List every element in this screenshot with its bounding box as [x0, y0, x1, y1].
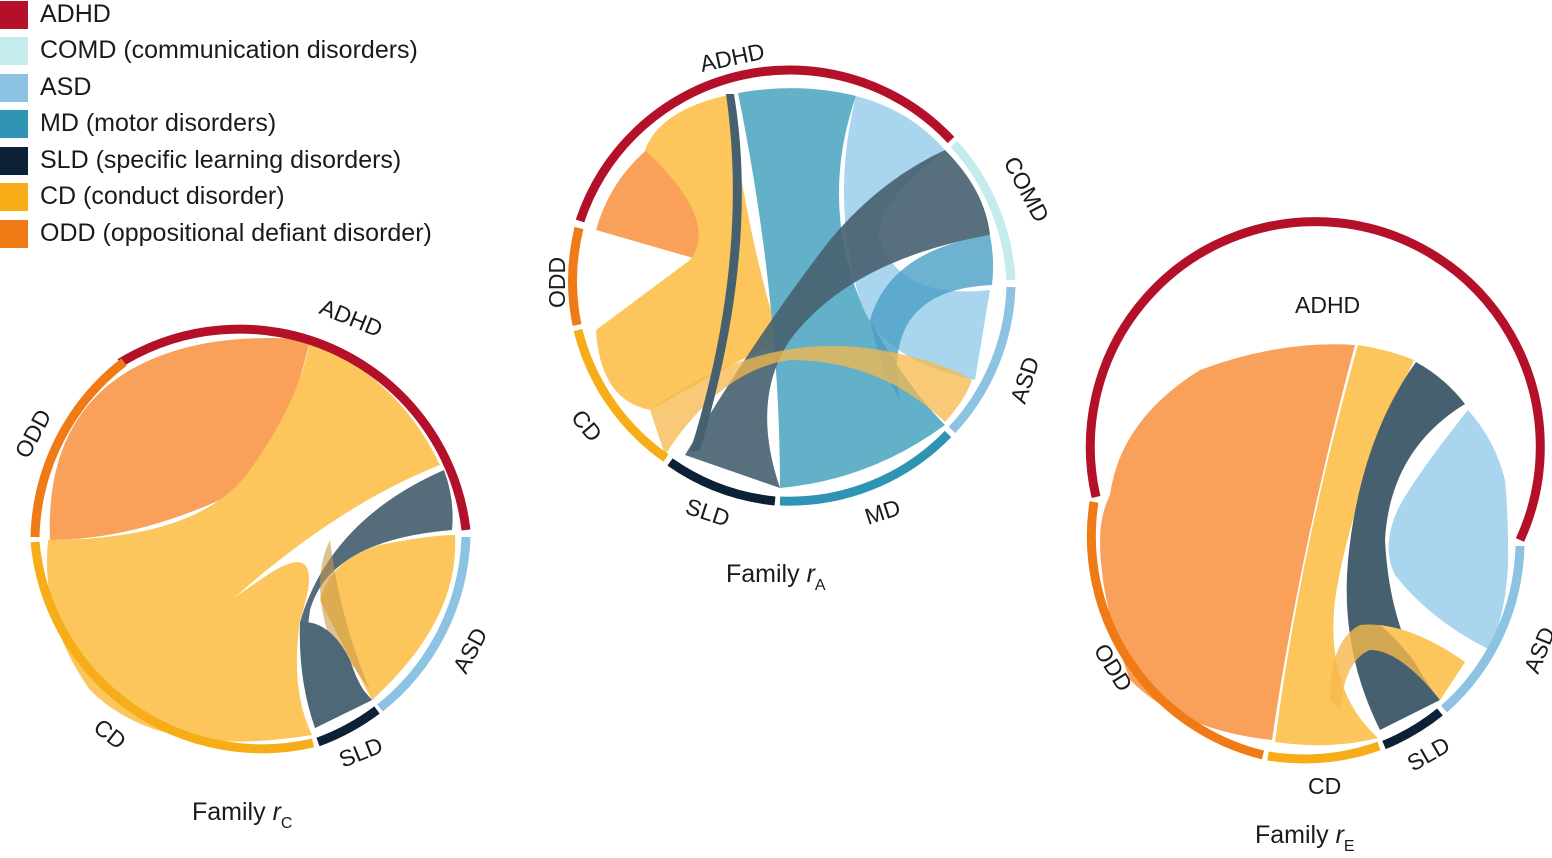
arc-sld-rc [316, 706, 380, 747]
label-sld-ra: SLD [682, 493, 733, 532]
chord-adhd-odd-re [1100, 344, 1355, 740]
chord-adhd-sld-ra [690, 94, 742, 452]
caption-main-ra: Family [726, 560, 807, 588]
label-cd-re: CD [1308, 773, 1341, 799]
legend-label-sld: SLD (specific learning disorders) [40, 146, 402, 174]
arc-sld-ra [667, 458, 776, 506]
arc-sld-re [1382, 708, 1443, 750]
caption-sub-re: E [1344, 838, 1355, 855]
label-comd-ra: COMD [999, 152, 1055, 226]
legend-swatch-md [0, 110, 28, 138]
arc-odd-rc [30, 358, 127, 538]
arc-adhd-ra [575, 65, 955, 223]
label-adhd-re: ADHD [1295, 292, 1360, 318]
caption-sub-rc: C [281, 815, 293, 832]
label-asd-re: ASD [1519, 623, 1552, 677]
chord-diagram-ra: ADHD COMD ASD MD SLD CD ODD Family rA [544, 38, 1055, 594]
caption-var-re: r [1336, 821, 1346, 849]
caption-ra: Family rA [726, 560, 826, 594]
arc-asd-ra [948, 286, 1016, 434]
legend-label-odd: ODD (oppositional defiant disorder) [40, 219, 432, 247]
label-sld-rc: SLD [335, 732, 386, 773]
arc-md-ra [779, 430, 952, 506]
caption-var-rc: r [273, 798, 283, 826]
legend-swatch-comd [0, 37, 28, 65]
chord-diagram-rc: ADHD ASD SLD CD ODD Family rC [9, 294, 492, 832]
arc-adhd-rc [117, 324, 471, 531]
legend-label-md: MD (motor disorders) [40, 109, 277, 137]
arc-comd-ra [950, 140, 1016, 281]
arc-odd-ra [568, 226, 584, 326]
label-adhd-rc: ADHD [316, 294, 386, 343]
chord-adhd-cd-re [1275, 345, 1414, 746]
chord-comd-sld-ra [685, 150, 990, 488]
arc-cd-re [1267, 741, 1381, 764]
chord-adhd-asd-re [1388, 410, 1509, 650]
chord-sld-asd-rc [299, 621, 372, 728]
chord-cd-asd-ra [650, 346, 972, 455]
caption-rc: Family rC [192, 798, 292, 832]
label-cd-ra: CD [566, 405, 607, 447]
chord-comd-asd-ra [870, 235, 994, 400]
arc-odd-re [1086, 501, 1265, 760]
caption-main-rc: Family [192, 798, 273, 826]
arc-asd-re [1441, 545, 1525, 713]
legend-label-asd: ASD [40, 73, 92, 101]
label-sld-re: SLD [1403, 731, 1455, 776]
caption-main-re: Family [1255, 821, 1336, 849]
label-asd-rc: ASD [447, 623, 492, 677]
chord-adhd-odd-rc [49, 338, 310, 540]
caption-var-ra: r [807, 560, 817, 588]
label-asd-ra: ASD [1005, 354, 1044, 407]
legend-swatch-cd [0, 183, 28, 211]
legend-swatch-adhd [0, 1, 28, 29]
legend-label-adhd: ADHD [40, 0, 111, 28]
legend-swatch-sld [0, 147, 28, 175]
arc-cd-rc [30, 541, 315, 754]
arc-cd-ra [573, 328, 669, 462]
legend-label-comd: COMD (communication disorders) [40, 36, 418, 64]
chord-diagram-re: ADHD ASD SLD CD ODD Family rE [1085, 217, 1552, 855]
label-cd-rc: CD [89, 713, 131, 754]
label-md-ra: MD [862, 494, 904, 530]
legend-swatch-asd [0, 74, 28, 102]
label-odd-ra: ODD [544, 257, 570, 308]
arc-asd-rc [377, 536, 471, 712]
chord-adhd-cd-rc [46, 340, 441, 742]
legend-label-cd: CD (conduct disorder) [40, 182, 285, 210]
chord-cd-cd-rc [320, 540, 370, 690]
caption-re: Family rE [1255, 821, 1355, 855]
legend-swatch-odd [0, 220, 28, 248]
arc-adhd-re [1085, 217, 1545, 542]
chord-cd-asd-re [1380, 625, 1465, 700]
caption-sub-ra: A [815, 577, 826, 594]
